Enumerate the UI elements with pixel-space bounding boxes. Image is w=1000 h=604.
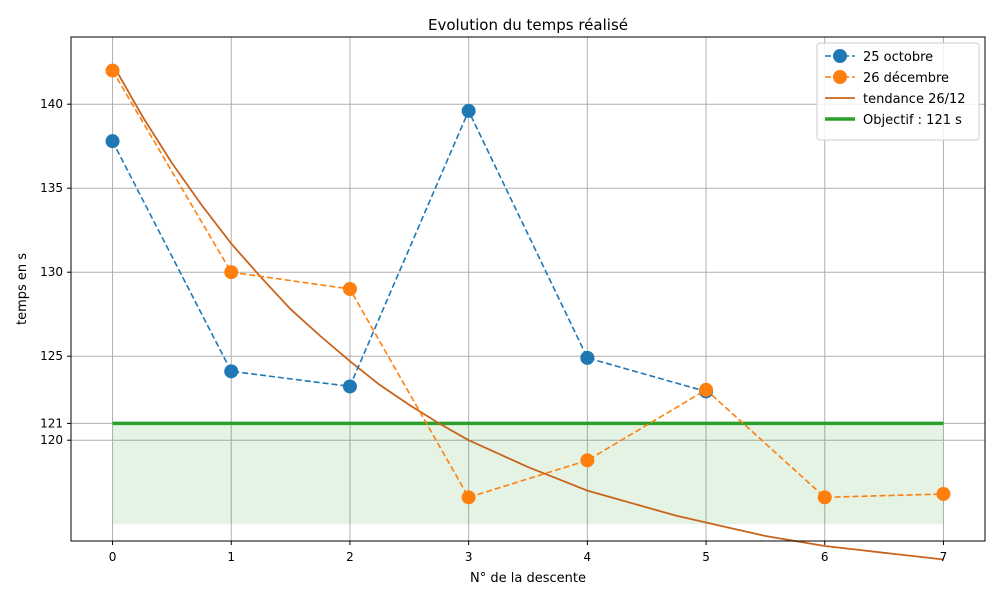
legend-item: 26 décembre xyxy=(825,70,949,86)
data-point xyxy=(699,382,714,397)
data-point xyxy=(580,350,595,365)
data-point xyxy=(105,134,120,149)
x-tick-label: 0 xyxy=(109,550,117,564)
data-point xyxy=(580,453,595,468)
data-point xyxy=(936,486,951,501)
legend-box xyxy=(816,42,980,141)
target-zone xyxy=(112,423,944,525)
legend-item: tendance 26/12 xyxy=(825,92,966,107)
series-line xyxy=(111,70,944,499)
x-tick-label: 2 xyxy=(346,550,354,564)
x-tick-label: 6 xyxy=(821,550,829,564)
data-point xyxy=(224,364,239,379)
legend-label: Objectif : 121 s xyxy=(863,113,962,128)
data-point xyxy=(342,379,357,394)
y-tick-label: 125 xyxy=(40,349,63,363)
data-point xyxy=(105,63,120,78)
x-tick-label: 7 xyxy=(940,550,948,564)
x-tick-label: 5 xyxy=(702,550,710,564)
legend-marker xyxy=(833,70,847,84)
target-zone-area xyxy=(112,423,944,525)
legend-label: 26 décembre xyxy=(863,71,949,86)
y-tick-label: 135 xyxy=(40,181,63,195)
legend-item: Objectif : 121 s xyxy=(825,113,962,128)
x-tick-label: 3 xyxy=(465,550,473,564)
x-tick-label: 1 xyxy=(227,550,235,564)
data-point xyxy=(817,490,832,505)
legend-label: 25 octobre xyxy=(863,50,933,65)
series-line xyxy=(111,108,707,393)
y-tick-label: 120 xyxy=(40,433,63,447)
series-layer xyxy=(105,63,951,561)
series-1 xyxy=(105,63,951,505)
data-point xyxy=(224,265,239,280)
data-point xyxy=(461,490,476,505)
legend-marker xyxy=(833,49,847,63)
y-axis-label: temps en s xyxy=(15,253,30,325)
legend-label: tendance 26/12 xyxy=(863,92,966,107)
series-line xyxy=(111,63,944,561)
x-tick-label: 4 xyxy=(584,550,592,564)
y-tick-label: 130 xyxy=(40,265,63,279)
series-2 xyxy=(111,63,944,561)
series-0 xyxy=(105,103,714,399)
x-axis-label: N° de la descente xyxy=(470,571,586,586)
legend: 25 octobre 26 décembre tendance 26/12 Objec… xyxy=(816,42,980,141)
legend-item: 25 octobre xyxy=(825,49,933,65)
data-point xyxy=(461,103,476,118)
y-tick-label: 121 xyxy=(40,416,63,430)
data-point xyxy=(342,282,357,296)
y-tick-label: 140 xyxy=(40,97,63,111)
axes: 0 1 2 3 4 5 6 7 120 121 125 130 135 140 xyxy=(40,97,947,564)
chart-title: Evolution du temps réalisé xyxy=(428,16,628,34)
plot-frame xyxy=(70,36,986,542)
